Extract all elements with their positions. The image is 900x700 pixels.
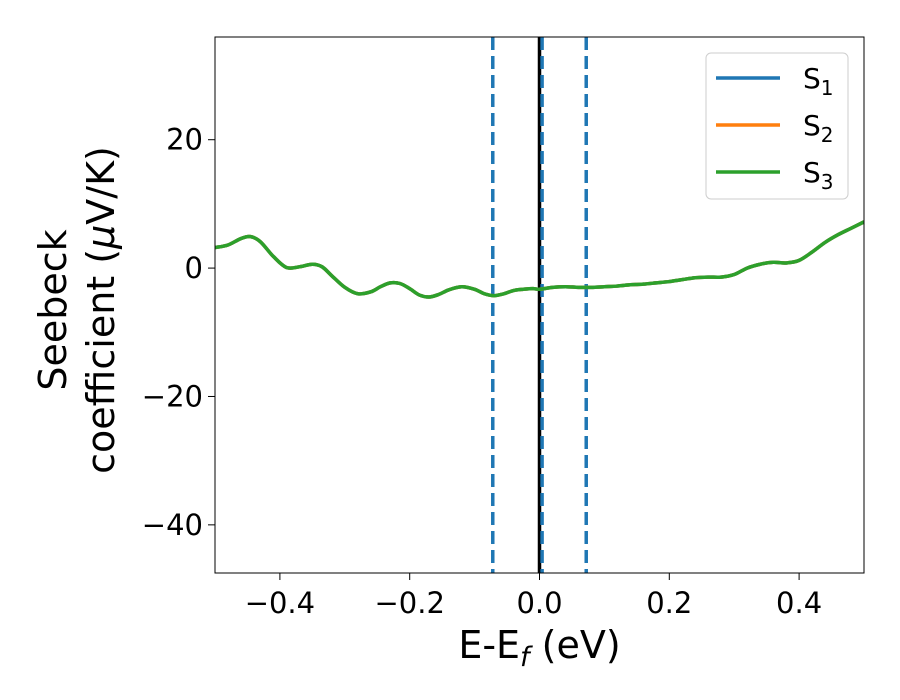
y-tick-label: −20: [142, 379, 203, 413]
legend-label-base: S: [803, 109, 821, 142]
legend-entry-s2: S2: [716, 109, 834, 147]
y-axis-title-line1: Seebeck: [31, 229, 75, 390]
plot-area: [214, 36, 865, 574]
legend-label: S1: [803, 62, 834, 100]
y-axis-title-line2: coefficient (μV/K): [79, 146, 123, 474]
x-axis-ticks: −0.4 −0.2 0.0 0.2 0.4: [245, 573, 822, 620]
series-lines: [215, 220, 864, 299]
x-tick-label: −0.2: [374, 586, 444, 620]
legend-entry-s1: S1: [716, 62, 834, 100]
legend-label: S3: [803, 156, 834, 194]
y-tick-label: 20: [166, 123, 203, 157]
x-axis-title-rest: (eV): [530, 623, 621, 667]
y-axis-title-mu: μ: [79, 225, 123, 250]
legend-label-base: S: [803, 156, 821, 189]
x-tick-label: 0.2: [646, 586, 692, 620]
x-axis-title: E-Ef (eV): [458, 623, 620, 673]
x-tick-label: 0.4: [776, 586, 822, 620]
series-line-s3: [215, 220, 864, 299]
legend-label-base: S: [803, 62, 821, 95]
x-tick-label: 0.0: [516, 586, 562, 620]
x-tick-label: −0.4: [245, 586, 315, 620]
y-axis-title: Seebeck coefficient (μV/K): [31, 146, 123, 474]
y-axis-ticks: 20 0 −20 −40: [142, 123, 215, 542]
y-axis-title-prefix: coefficient (: [79, 249, 123, 474]
x-axis-title-base: E-E: [458, 623, 520, 667]
vertical-lines: [491, 37, 588, 573]
legend-label: S2: [803, 109, 834, 147]
y-tick-label: −40: [142, 508, 203, 542]
legend-label-subscript: 3: [821, 170, 834, 194]
y-axis-title-suffix: V/K): [79, 146, 123, 225]
y-tick-label: 0: [185, 251, 203, 285]
legend-label-subscript: 2: [821, 123, 834, 147]
legend-label-subscript: 1: [821, 76, 834, 100]
legend-entry-s3: S3: [716, 156, 834, 194]
